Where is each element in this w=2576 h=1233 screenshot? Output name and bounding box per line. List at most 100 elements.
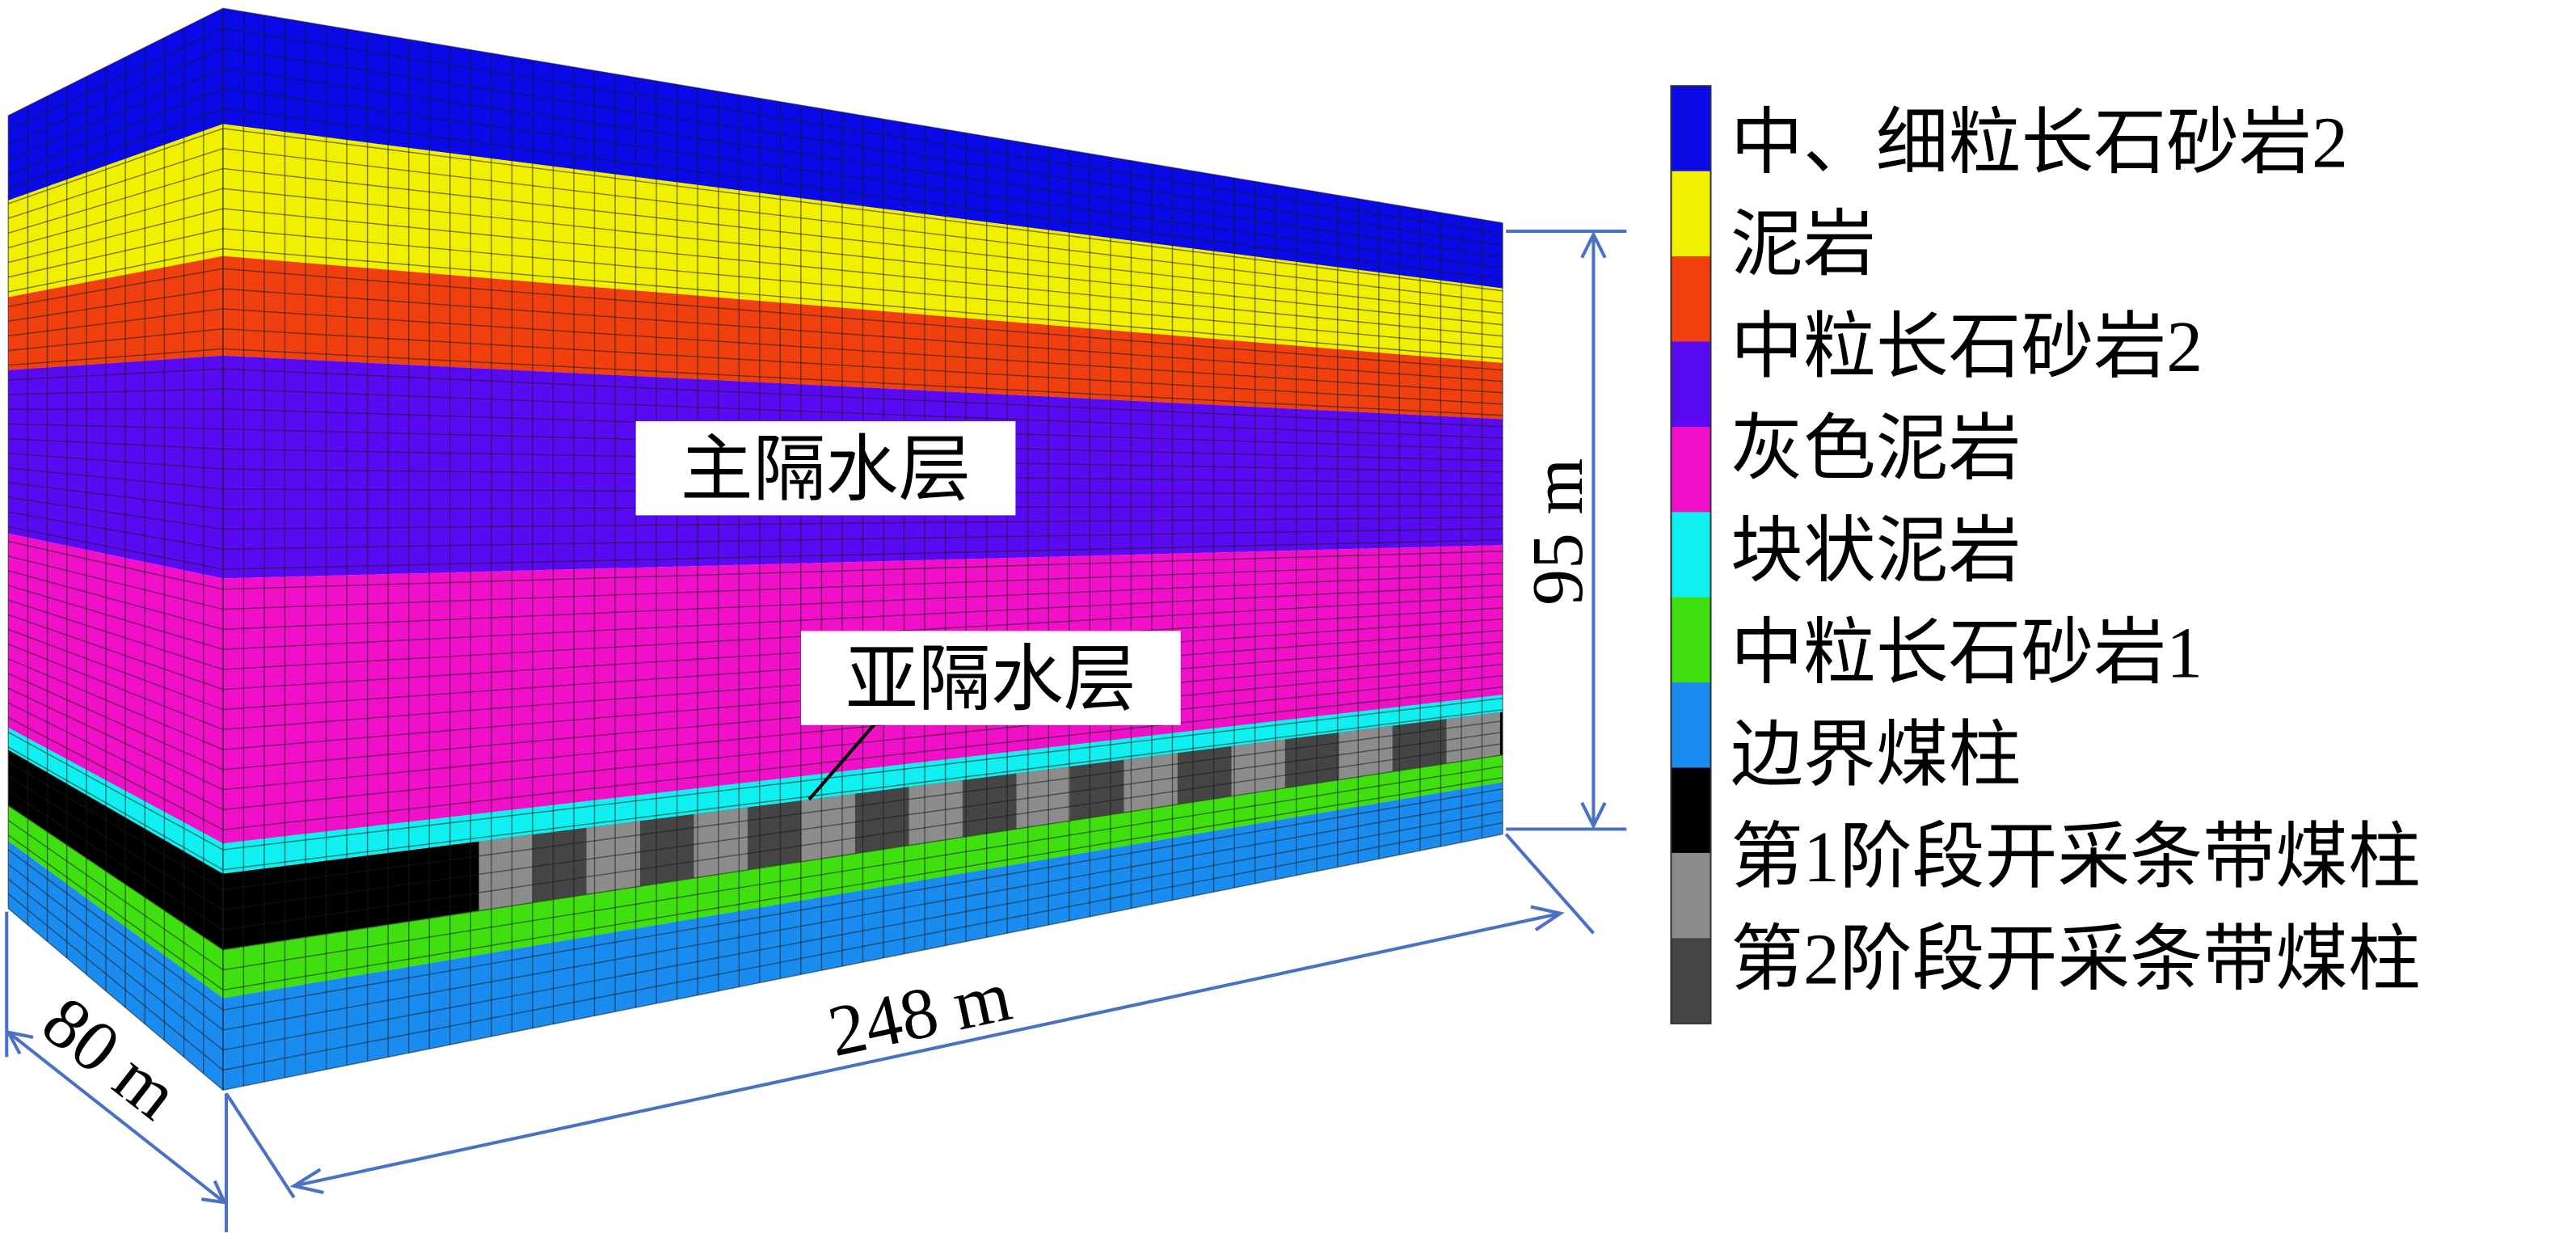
mesh-line [7, 27, 224, 131]
coal-strip [962, 773, 1017, 838]
mesh-line [8, 614, 224, 690]
mesh-line [7, 761, 224, 891]
coal-strip [532, 827, 587, 903]
legend-label: 泥岩 [1731, 205, 1876, 285]
arrowhead [1530, 905, 1565, 931]
annotation: 亚隔水层 [845, 640, 1136, 720]
legend-swatch [1671, 341, 1711, 428]
legend-swatch [1671, 767, 1711, 854]
mesh-line [8, 482, 223, 510]
side-layer [8, 124, 223, 298]
coal-strip [1446, 712, 1500, 763]
coal-strip [909, 779, 963, 846]
legend-label: 块状泥岩 [1731, 511, 2022, 591]
mesh-line [8, 348, 223, 366]
coal-strip [801, 793, 855, 862]
mesh-line [222, 561, 1503, 610]
mesh-line [8, 526, 223, 570]
mesh-line [7, 48, 224, 146]
side-layer [8, 841, 223, 1091]
mesh-line [222, 288, 1503, 382]
arrowhead [1580, 801, 1607, 830]
mesh-line [222, 327, 1503, 405]
mesh-line [7, 687, 224, 791]
mesh-line [8, 308, 223, 337]
mesh-line [222, 188, 1503, 326]
mesh-line [222, 48, 1503, 247]
arrowhead [1580, 230, 1607, 259]
side-layer [8, 728, 223, 874]
mesh-line [222, 799, 1503, 1031]
legend-swatch [1671, 256, 1711, 343]
legend-label: 中粒长石砂岩2 [1731, 307, 2203, 387]
mesh-line [8, 167, 224, 234]
mesh-line [7, 878, 224, 1051]
mesh-line [8, 628, 224, 711]
mesh-line [8, 188, 224, 249]
legend-label: 第2阶段开采条带煤柱 [1731, 919, 2421, 999]
mesh-line [7, 893, 224, 1071]
mesh-line [7, 820, 224, 971]
mesh-line [222, 528, 1503, 550]
mesh-line [8, 208, 224, 264]
mesh-line [222, 742, 1503, 931]
annotation: 主隔水层 [681, 430, 972, 510]
side-layer [8, 805, 223, 999]
mesh-line [222, 821, 1503, 1071]
legend-label: 边界煤柱 [1731, 716, 2022, 796]
mesh-line [222, 308, 1503, 394]
leader-line [807, 722, 877, 801]
legend-swatch [1671, 512, 1711, 598]
mesh-line [222, 674, 1503, 811]
mesh-line [222, 708, 1503, 871]
extension-line [225, 1092, 296, 1199]
coal-strip [1069, 759, 1124, 821]
legend-swatch [1671, 597, 1711, 684]
mesh-line [222, 268, 1503, 371]
coal-strip [1339, 725, 1393, 780]
mesh-line [222, 228, 1503, 348]
mesh-line [8, 555, 224, 610]
mesh-line [222, 754, 1503, 951]
mesh-line [7, 790, 224, 931]
coal-strip [747, 800, 802, 870]
dimension-lines [5, 229, 1627, 1232]
dimension-label: 95 m [1518, 458, 1598, 606]
mesh-line [8, 452, 223, 470]
arrowhead [289, 1168, 324, 1194]
mesh-line [7, 908, 224, 1091]
mesh-line [222, 810, 1503, 1051]
legend-label: 中、细粒长石砂岩2 [1731, 103, 2348, 183]
mesh-line [8, 128, 224, 205]
mesh-line [222, 67, 1503, 258]
mesh [7, 7, 1503, 1091]
mesh-line [222, 108, 1503, 281]
mesh-line [8, 247, 223, 293]
mesh-line [222, 538, 1503, 570]
mesh-line [222, 247, 1503, 360]
legend-swatch [1671, 852, 1711, 940]
mesh-line [8, 368, 223, 381]
mesh-line [222, 208, 1503, 337]
label-box [635, 420, 1016, 516]
mesh-line [222, 765, 1503, 971]
coal-strip [1231, 739, 1285, 796]
mesh-line [8, 467, 223, 490]
mesh-line [7, 834, 224, 990]
mesh-line [222, 388, 1503, 439]
mesh-line [8, 288, 223, 322]
mesh-line [222, 7, 1503, 224]
coal-strip [639, 814, 694, 886]
extension-line [1504, 833, 1595, 935]
coal-strip [1284, 733, 1339, 788]
coal-strip [1016, 766, 1070, 829]
mesh-line [222, 147, 1503, 303]
label-box [800, 631, 1181, 725]
side-layer [8, 355, 223, 579]
side-layer [8, 750, 223, 950]
mesh-line [7, 804, 224, 951]
mesh-line [7, 849, 224, 1011]
mesh-line [7, 673, 224, 771]
